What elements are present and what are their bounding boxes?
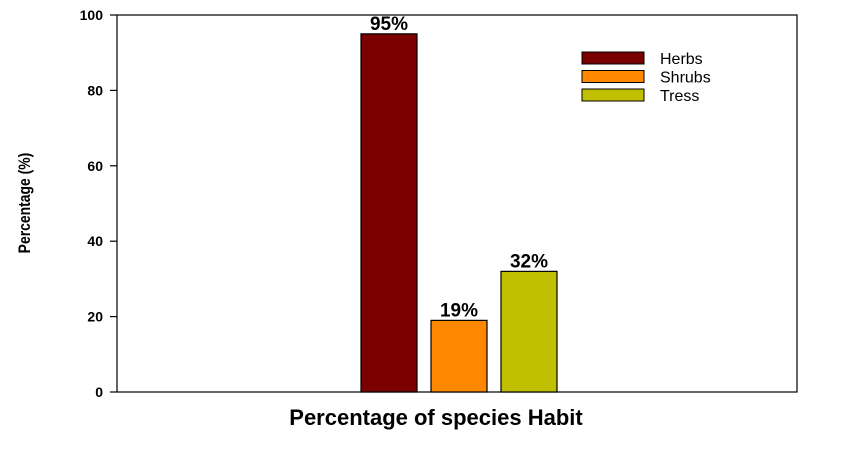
y-tick-label: 60 <box>87 158 103 174</box>
legend-swatch-tress <box>581 88 645 102</box>
legend-label-herbs: Herbs <box>660 51 703 68</box>
bar-herbs <box>360 33 418 393</box>
bar-tress <box>500 270 558 393</box>
data-labels: 95% 19% 32% <box>370 14 548 322</box>
data-label-tress: 32% <box>510 251 548 272</box>
y-tick-label: 20 <box>87 309 103 325</box>
y-tick-label: 80 <box>87 82 103 98</box>
legend-swatch-herbs <box>581 51 645 65</box>
y-tick-label: 100 <box>80 7 104 23</box>
y-tick-label: 0 <box>95 384 103 400</box>
legend-label-shrubs: Shrubs <box>660 70 711 87</box>
x-axis-title: Percentage of species Habit <box>289 405 583 430</box>
bars <box>360 33 558 393</box>
legend-swatch-shrubs <box>581 70 645 83</box>
data-label-shrubs: 19% <box>440 300 478 321</box>
legend-label-tress: Tress <box>660 88 699 105</box>
y-axis: 0 20 40 60 80 100 <box>80 7 117 400</box>
y-axis-title: Percentage (%) <box>16 153 35 254</box>
data-label-herbs: 95% <box>370 14 408 35</box>
y-tick-label: 40 <box>87 233 103 249</box>
bar-shrubs <box>430 319 488 393</box>
